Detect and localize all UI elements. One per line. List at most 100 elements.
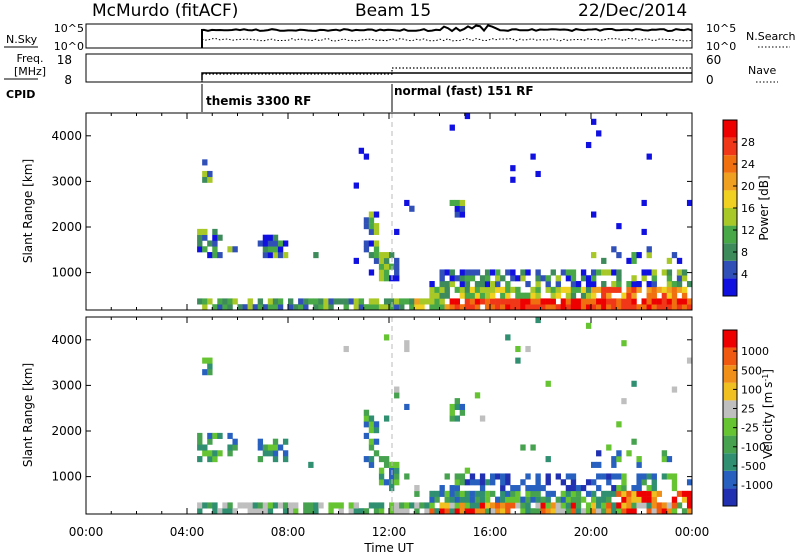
velocity-cell [596, 461, 602, 468]
velocity-panel: 1000 2000 3000 4000 Slant Range [km] 1000 50… [21, 316, 775, 515]
power-cell [459, 281, 466, 288]
power-cell [626, 257, 632, 264]
velocity-cell [338, 508, 344, 515]
velocity-cell [596, 496, 602, 503]
power-ytick-label: 2000 [51, 220, 82, 234]
power-cell [666, 281, 673, 288]
power-cell [611, 246, 617, 253]
velocity-cell [267, 450, 274, 457]
velocity-cell [282, 438, 289, 445]
velocity-cell [197, 508, 203, 515]
power-cell [272, 240, 279, 247]
velocity-cell [459, 508, 466, 515]
velocity-cell [611, 508, 617, 515]
power-cell [606, 269, 612, 276]
power-cell [404, 298, 410, 305]
power-cell [606, 292, 612, 299]
velocity-cell [560, 479, 567, 486]
velocity-cell [383, 479, 390, 486]
power-cell [383, 275, 390, 282]
velocity-ytick-label: 1000 [51, 470, 82, 484]
velocity-cell [535, 490, 541, 497]
velocity-cell [308, 502, 314, 509]
power-cell [535, 292, 541, 299]
velocity-cell [585, 322, 592, 329]
power-cell [272, 246, 279, 253]
power-cell [318, 304, 324, 311]
power-cell [378, 263, 385, 270]
power-cell [565, 304, 572, 311]
velocity-cell [368, 456, 375, 463]
power-cell [540, 304, 546, 311]
velocity-cell [565, 496, 572, 503]
velocity-cell [282, 450, 289, 457]
power-cell [464, 298, 471, 305]
velocity-cell [656, 502, 662, 509]
velocity-cell [535, 485, 541, 492]
velocity-cell [520, 444, 526, 451]
power-cell [646, 246, 652, 253]
power-cell [444, 304, 450, 311]
velocity-ytick-label: 3000 [51, 378, 82, 392]
power-cell [621, 304, 627, 311]
velocity-cell [495, 473, 501, 480]
velocity-ylabel: Slant Range [km] [21, 363, 35, 467]
power-cell [616, 275, 622, 282]
velocity-cell [565, 502, 572, 509]
velocity-cell [575, 508, 582, 515]
power-cell [495, 281, 501, 288]
power-cell [646, 281, 652, 288]
power-colorbar: 4 8 12 16 20 24 28 [722, 119, 755, 297]
power-cell [474, 281, 481, 288]
power-cell [328, 304, 334, 311]
x-tick-label: 20:00 [574, 525, 609, 539]
power-cell [399, 304, 405, 311]
power-cell [500, 292, 506, 299]
velocity-cell [288, 508, 294, 515]
cpid-panel: CPID themis 3300 RF normal (fast) 151 RF [6, 84, 534, 112]
power-cell [671, 304, 678, 311]
power-cell [212, 252, 218, 259]
power-cell [570, 298, 577, 305]
velocity-cell [495, 508, 501, 515]
velocity-cell [247, 502, 253, 509]
power-cell [676, 281, 683, 288]
velocity-cell [490, 473, 496, 480]
velocity-cell [197, 456, 203, 463]
velocity-cell [636, 479, 642, 486]
power-cell [520, 298, 526, 305]
velocity-cell [671, 479, 678, 486]
velocity-cell [651, 490, 657, 497]
velocity-cell [454, 398, 460, 405]
power-cell [262, 234, 269, 241]
velocity-cell [530, 485, 536, 492]
power-cell [520, 275, 526, 282]
date-title: 22/Dec/2014 [578, 1, 687, 21]
power-cell [646, 304, 652, 311]
velocity-cell [666, 473, 673, 480]
power-cell [459, 292, 466, 299]
power-cell [373, 223, 380, 230]
velocity-cell [464, 508, 471, 515]
velocity-cell [515, 485, 521, 492]
velocity-cell [601, 496, 607, 503]
power-cell [414, 298, 420, 305]
velocity-cell [671, 386, 678, 393]
power-cell [591, 298, 597, 305]
power-cell [454, 304, 460, 311]
power-cell [363, 223, 370, 230]
velocity-cell [641, 473, 647, 480]
velocity-cell [454, 473, 460, 480]
power-cell [666, 275, 673, 282]
velocity-cell [520, 496, 526, 503]
velocity-cell [636, 490, 642, 497]
velocity-cell [500, 502, 506, 509]
velocity-cell [474, 496, 481, 503]
velocity-colorbar-tick-label: 25 [741, 403, 755, 416]
power-cell [661, 292, 668, 299]
velocity-cell [606, 496, 612, 503]
power-cell [288, 304, 294, 311]
power-colorbar-tick-label: 24 [741, 158, 755, 171]
power-cell [373, 228, 380, 235]
velocity-cell [222, 508, 228, 515]
